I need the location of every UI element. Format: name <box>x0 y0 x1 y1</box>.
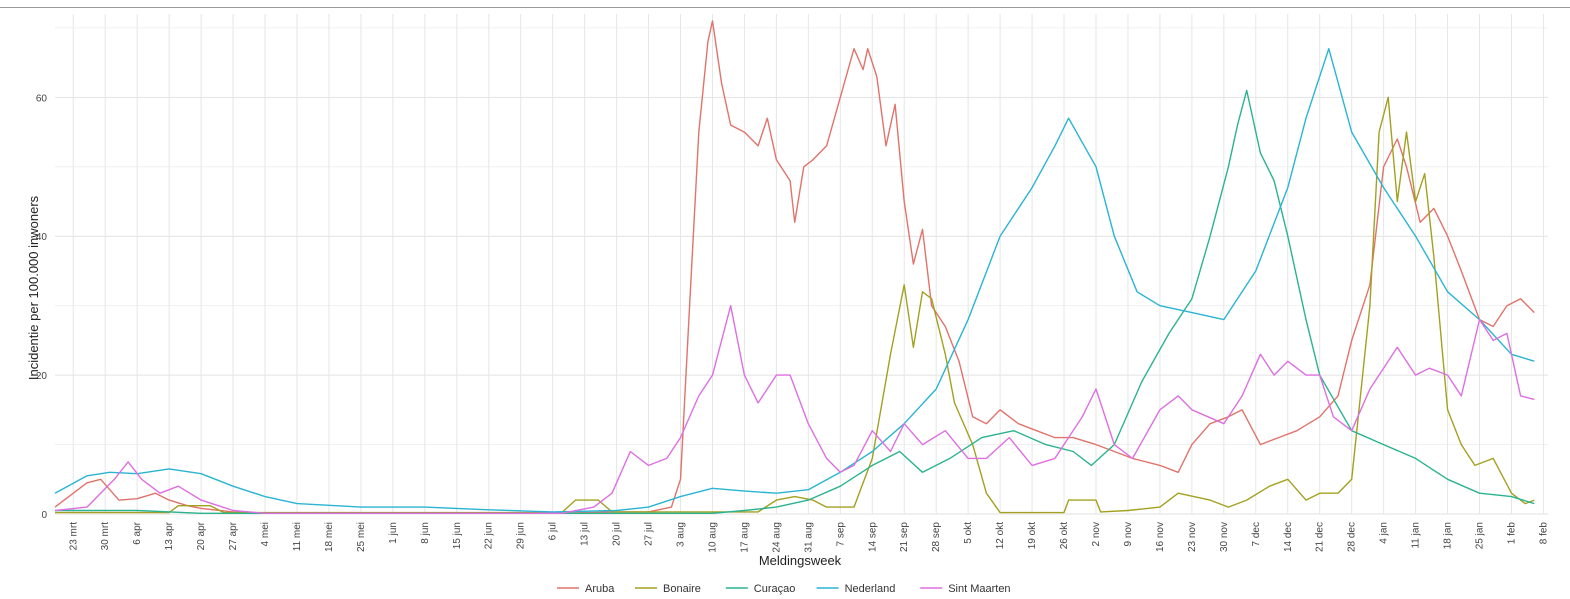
x-tick-label: 30 mrt <box>100 522 111 551</box>
x-tick-label: 11 jan <box>1411 522 1422 549</box>
y-tick-label: 40 <box>36 232 48 243</box>
top-divider <box>0 7 1570 8</box>
plot-background <box>55 14 1548 514</box>
series-line-sint-maarten <box>54 305 1535 514</box>
x-tick-label: 18 mei <box>324 522 335 552</box>
y-axis-title: Incidentie per 100.000 inwoners <box>26 195 41 380</box>
y-tick-label: 60 <box>36 93 48 104</box>
x-tick-label: 21 dec <box>1315 522 1326 552</box>
x-tick-label: 8 feb <box>1538 522 1549 545</box>
x-tick-label: 7 dec <box>1251 522 1262 546</box>
x-tick-label: 30 nov <box>1219 522 1230 552</box>
x-tick-label: 17 aug <box>739 522 750 553</box>
x-tick-label: 5 okt <box>963 522 974 544</box>
x-tick-label: 13 jul <box>580 522 591 546</box>
x-tick-label: 11 mei <box>292 522 303 551</box>
x-tick-label: 2 nov <box>1091 522 1102 546</box>
x-tick-label: 21 sep <box>899 522 910 552</box>
x-tick-label: 15 jun <box>452 522 463 549</box>
legend-label: Bonaire <box>663 583 701 595</box>
x-tick-label: 3 aug <box>676 522 687 547</box>
x-tick-label: 19 okt <box>1027 522 1038 549</box>
x-tick-label: 26 okt <box>1059 522 1070 549</box>
legend-label: Aruba <box>585 583 615 595</box>
x-tick-label: 27 apr <box>228 521 239 550</box>
x-tick-label: 24 aug <box>771 522 782 553</box>
x-tick-label: 28 sep <box>931 522 942 552</box>
x-axis-title: Meldingsweek <box>759 553 842 568</box>
x-tick-label: 18 jan <box>1443 522 1454 549</box>
y-tick-label: 20 <box>36 371 48 382</box>
x-tick-label: 27 jul <box>644 522 655 546</box>
series-line-nederland <box>54 48 1535 513</box>
x-tick-label: 20 apr <box>196 521 207 550</box>
x-tick-label: 28 dec <box>1347 522 1358 552</box>
x-tick-label: 25 jan <box>1475 522 1486 549</box>
x-tick-label: 10 aug <box>707 522 718 553</box>
x-tick-label: 14 sep <box>867 522 878 552</box>
x-tick-label: 22 jun <box>484 522 495 549</box>
x-tick-label: 6 apr <box>132 521 143 544</box>
x-tick-label: 29 jun <box>516 522 527 549</box>
x-tick-label: 14 dec <box>1283 522 1294 552</box>
x-tick-label: 1 feb <box>1506 522 1517 545</box>
x-tick-label: 20 jul <box>612 522 623 546</box>
x-tick-label: 25 mei <box>356 522 367 552</box>
grid-lines <box>55 14 1548 515</box>
legend: Aruba Bonaire Curaçao Nederland Sint Maarten <box>557 583 1011 595</box>
x-tick-label: 7 sep <box>835 522 846 547</box>
x-tick-label: 4 mei <box>260 522 271 546</box>
legend-label: Curaçao <box>754 583 796 595</box>
x-tick-label: 8 jun <box>420 522 431 544</box>
legend-label: Nederland <box>845 583 896 595</box>
y-tick-labels: 0 20 40 60 <box>36 93 48 521</box>
x-tick-label: 4 jan <box>1379 522 1390 544</box>
x-tick-label: 23 mrt <box>68 522 79 551</box>
x-tick-label: 23 nov <box>1187 522 1198 552</box>
legend-label: Sint Maarten <box>948 583 1010 595</box>
y-tick-label: 0 <box>41 510 47 521</box>
x-tick-label: 9 nov <box>1123 522 1134 546</box>
x-tick-label: 1 jun <box>388 522 399 544</box>
x-tick-labels: 23 mrt 30 mrt 6 apr 13 apr 20 apr 27 apr 4 mei… <box>68 521 1549 552</box>
x-tick-label: 31 aug <box>803 522 814 553</box>
x-tick-label: 16 nov <box>1155 522 1166 552</box>
x-tick-label: 12 okt <box>995 522 1006 549</box>
x-tick-label: 13 apr <box>164 521 175 550</box>
series-lines <box>54 20 1535 514</box>
plot-area <box>55 14 1548 514</box>
x-tick-label: 6 jul <box>548 522 559 540</box>
